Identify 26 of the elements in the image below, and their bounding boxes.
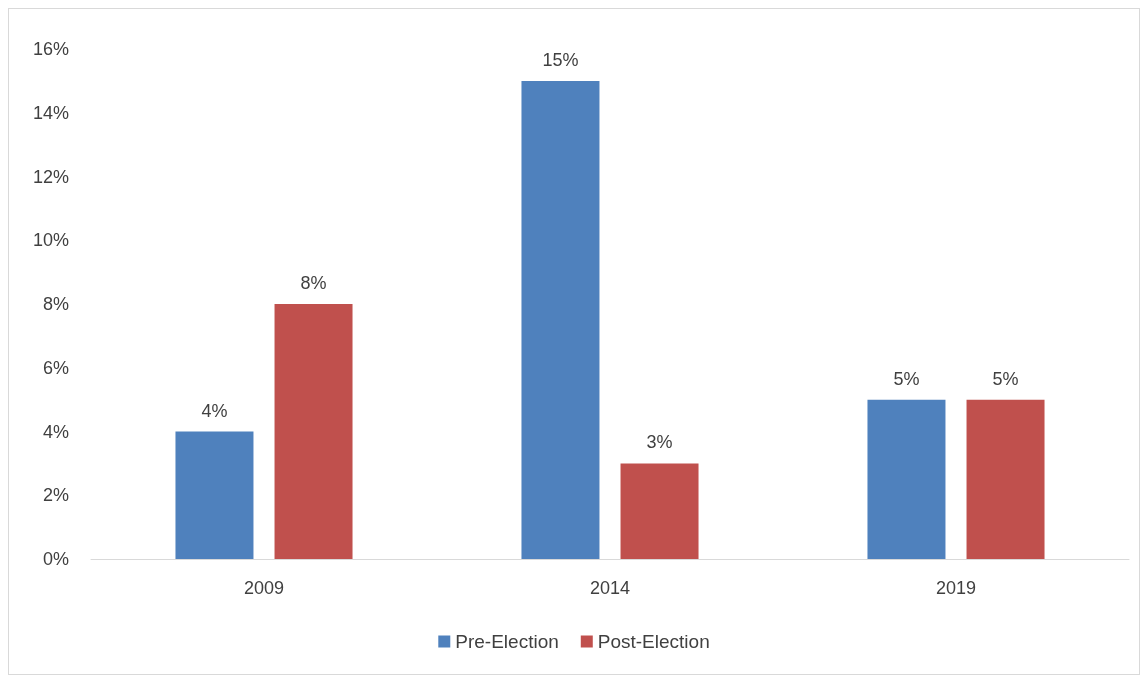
y-tick-label: 8% xyxy=(42,294,69,314)
y-tick-label: 4% xyxy=(42,421,69,442)
y-tick-label: 6% xyxy=(42,357,69,378)
data-label: 15% xyxy=(542,49,579,70)
y-tick-label: 12% xyxy=(32,166,69,187)
bar xyxy=(521,80,600,559)
x-tick-label: 2009 xyxy=(243,578,285,598)
bar xyxy=(966,399,1045,559)
y-tick-label: 2% xyxy=(42,485,69,506)
bar xyxy=(274,304,353,559)
y-tick-label: 14% xyxy=(32,102,69,123)
bar xyxy=(867,399,946,559)
y-tick-label: 10% xyxy=(32,230,69,251)
data-label: 4% xyxy=(201,400,228,421)
legend-label: Post-Election xyxy=(597,631,710,652)
x-tick-label: 2019 xyxy=(935,578,977,598)
data-label: 8% xyxy=(300,273,327,293)
legend-label: Pre-Election xyxy=(455,631,559,652)
data-label: 5% xyxy=(893,368,920,389)
bar xyxy=(175,431,254,559)
data-label: 5% xyxy=(992,368,1019,389)
y-tick-label: 0% xyxy=(42,549,69,569)
y-tick-label: 16% xyxy=(32,39,69,59)
data-label: 3% xyxy=(646,432,673,453)
x-tick-label: 2014 xyxy=(589,578,631,598)
bar xyxy=(620,463,699,559)
